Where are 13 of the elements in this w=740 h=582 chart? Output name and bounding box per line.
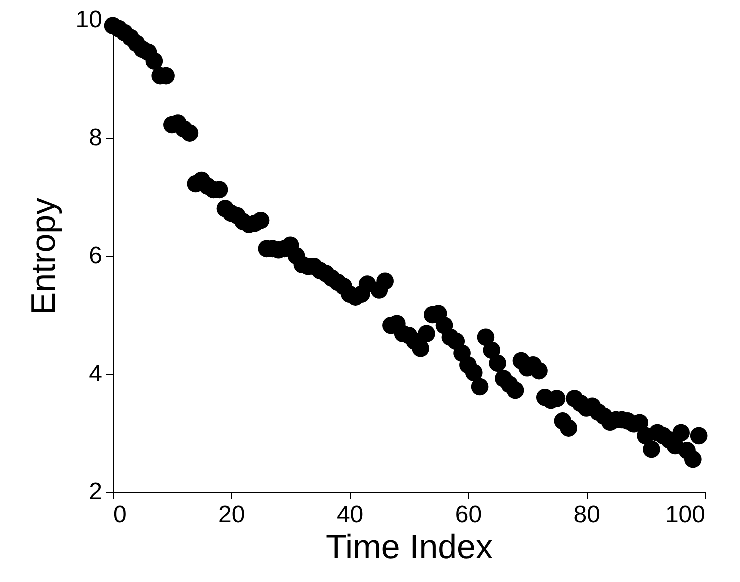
- x-tick-label: 20: [218, 502, 246, 528]
- x-tick-label: 0: [114, 502, 127, 528]
- y-tick-label: 4: [89, 360, 102, 388]
- y-tick-label: 2: [89, 478, 102, 506]
- y-axis-title: Entropy: [24, 198, 63, 316]
- x-tick-label: 40: [336, 502, 364, 528]
- y-tick-label: 6: [89, 242, 102, 270]
- y-tick-label: 8: [89, 124, 102, 152]
- x-tick-label: 60: [455, 502, 482, 528]
- x-tick-label: 100: [665, 502, 706, 528]
- x-tick-label: 80: [574, 502, 600, 528]
- x-axis-title: Time Index: [326, 528, 493, 566]
- y-tick-label: 10: [76, 6, 102, 34]
